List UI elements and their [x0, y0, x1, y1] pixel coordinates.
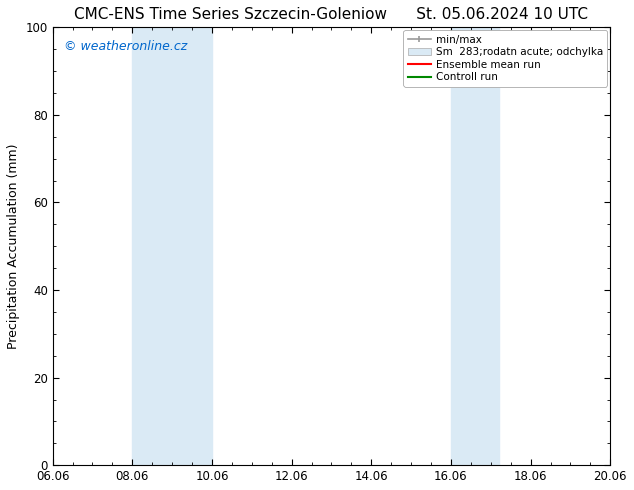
Legend: min/max, Sm  283;rodatn acute; odchylka, Ensemble mean run, Controll run: min/max, Sm 283;rodatn acute; odchylka, … [403, 30, 607, 87]
Bar [133, 27, 212, 465]
Text: © weatheronline.cz: © weatheronline.cz [64, 40, 187, 53]
Title: CMC-ENS Time Series Szczecin-Goleniow      St. 05.06.2024 10 UTC: CMC-ENS Time Series Szczecin-Goleniow St… [74, 7, 588, 22]
Bar [451, 27, 499, 465]
Y-axis label: Precipitation Accumulation (mm): Precipitation Accumulation (mm) [7, 144, 20, 349]
